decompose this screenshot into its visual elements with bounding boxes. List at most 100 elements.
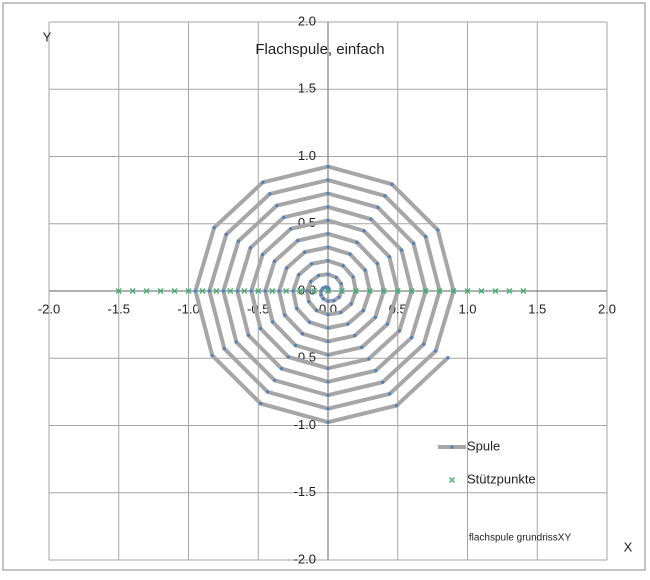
- x-stroke: [338, 288, 345, 294]
- plot: [115, 164, 527, 425]
- point: [422, 342, 426, 346]
- point: [376, 205, 380, 210]
- x-marker: [227, 288, 234, 294]
- point: [326, 299, 330, 303]
- point: [353, 334, 357, 338]
- point: [272, 378, 277, 382]
- point: [326, 272, 330, 276]
- x-marker: [394, 288, 401, 294]
- point: [436, 228, 440, 232]
- x-stroke: [199, 288, 206, 294]
- point: [307, 300, 311, 304]
- point: [260, 252, 265, 257]
- point: [295, 306, 299, 310]
- point: [300, 332, 305, 336]
- x-stroke: [269, 288, 276, 294]
- point: [326, 191, 330, 196]
- x-tick-label: -1.5: [108, 301, 130, 316]
- point: [314, 308, 319, 312]
- point: [303, 250, 307, 254]
- point: [341, 264, 345, 268]
- x-marker: [255, 288, 262, 294]
- point: [326, 407, 330, 411]
- point: [246, 333, 251, 337]
- point: [326, 218, 330, 222]
- x-marker: [311, 288, 318, 294]
- x-marker: [143, 288, 150, 294]
- x-stroke: [311, 288, 318, 294]
- point: [326, 339, 330, 344]
- x-stroke: [325, 288, 331, 294]
- point: [337, 295, 341, 299]
- x-marker: [213, 288, 220, 294]
- point: [235, 289, 239, 293]
- point: [424, 235, 428, 239]
- point: [275, 203, 279, 208]
- x-stroke: [436, 288, 443, 294]
- x-marker: [115, 288, 122, 294]
- point: [224, 232, 228, 236]
- chart-title: Flachspule, einfach: [255, 41, 384, 58]
- point: [268, 192, 272, 196]
- x-marker: [297, 288, 304, 294]
- x-stroke: [115, 288, 122, 294]
- x-tick-label: -1.0: [177, 301, 199, 316]
- y-tick-label: 1.0: [298, 148, 316, 163]
- point: [293, 343, 298, 347]
- point: [297, 273, 301, 277]
- x-stroke: [506, 288, 513, 294]
- x-marker: [325, 288, 331, 294]
- x-marker: [436, 288, 443, 294]
- point: [446, 356, 450, 360]
- point: [326, 326, 330, 330]
- x-stroke: [394, 288, 401, 294]
- point: [326, 393, 330, 397]
- x-marker: [199, 288, 206, 294]
- x-stroke: [129, 288, 136, 294]
- point: [326, 259, 330, 263]
- point: [309, 279, 313, 284]
- x-marker: [269, 288, 276, 294]
- x-stroke: [422, 288, 429, 294]
- x-marker: [408, 288, 415, 294]
- point: [346, 322, 350, 326]
- point: [282, 215, 286, 219]
- point: [383, 194, 387, 198]
- x-stroke: [283, 288, 290, 294]
- x-stroke: [157, 288, 164, 294]
- point: [339, 282, 343, 286]
- x-marker: [157, 288, 164, 294]
- point: [399, 248, 404, 252]
- point: [395, 403, 399, 408]
- y-tick-label: 2.0: [298, 13, 316, 28]
- point: [397, 329, 402, 333]
- x-marker: [478, 288, 485, 294]
- point: [317, 273, 321, 278]
- x-stroke: [143, 288, 150, 294]
- point: [324, 285, 328, 289]
- point: [374, 369, 378, 373]
- x-stroke: [185, 288, 192, 294]
- x-stroke: [227, 288, 234, 294]
- legend: Spule Stützpunkte: [438, 438, 536, 486]
- point: [434, 349, 438, 353]
- point: [283, 313, 287, 317]
- point: [263, 289, 267, 293]
- point: [248, 246, 253, 250]
- point: [355, 240, 359, 245]
- point: [362, 229, 366, 233]
- point: [307, 320, 312, 324]
- point: [351, 275, 355, 279]
- point: [326, 205, 330, 209]
- x-marker: [506, 288, 513, 294]
- legend-label: Stützpunkte: [467, 471, 536, 486]
- point: [249, 289, 253, 293]
- point: [261, 180, 265, 184]
- point: [207, 289, 212, 293]
- spiral-line: [193, 164, 456, 425]
- x-stroke: [366, 288, 373, 294]
- y-tick-label: -1.5: [294, 484, 316, 499]
- point: [360, 345, 364, 349]
- x-stroke: [213, 288, 220, 294]
- x-marker: [380, 288, 387, 294]
